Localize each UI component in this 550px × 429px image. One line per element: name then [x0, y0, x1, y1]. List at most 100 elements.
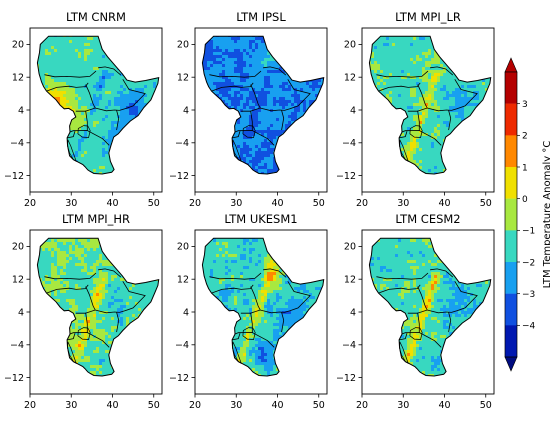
grid-cell [123, 43, 127, 47]
grid-cell [252, 118, 256, 122]
grid-cell [123, 136, 127, 140]
grid-cell [297, 142, 301, 146]
grid-cell [207, 58, 211, 62]
grid-cell [312, 178, 315, 181]
grid-cell [117, 172, 121, 175]
grid-cell [243, 46, 247, 50]
grid-cell [258, 178, 261, 181]
grid-cell [225, 37, 229, 41]
grid-cell [216, 109, 220, 113]
grid-cell [78, 97, 82, 101]
anomaly-field [37, 31, 159, 190]
grid-cell [243, 148, 247, 152]
grid-cell [294, 130, 298, 134]
grid-cell [309, 97, 313, 101]
grid-cell [243, 106, 247, 110]
grid-cell [252, 109, 256, 113]
grid-cell [309, 139, 313, 143]
grid-cell [231, 184, 234, 187]
grid-cell [312, 49, 316, 53]
grid-cell [309, 127, 313, 131]
grid-cell [42, 184, 45, 187]
grid-cell [202, 166, 205, 170]
grid-cell [297, 100, 301, 104]
grid-cell [84, 142, 88, 146]
grid-cell [282, 142, 286, 146]
grid-cell [318, 61, 322, 65]
grid-cell [225, 91, 229, 95]
grid-cell [96, 97, 100, 101]
grid-cell [37, 148, 40, 152]
grid-cell [123, 181, 126, 184]
grid-cell [362, 37, 365, 40]
grid-cell [306, 73, 310, 77]
grid-cell [270, 36, 274, 38]
grid-cell [150, 187, 153, 190]
grid-cell [279, 67, 283, 71]
grid-cell [297, 85, 301, 89]
grid-cell [312, 94, 316, 98]
grid-cell [147, 46, 151, 50]
grid-cell [39, 46, 43, 50]
grid-cell [210, 181, 213, 184]
grid-cell [75, 64, 79, 68]
grid-cell [201, 178, 204, 181]
grid-cell [156, 31, 159, 34]
grid-cell [258, 61, 262, 65]
grid-cell [126, 142, 130, 146]
grid-cell [222, 55, 226, 59]
grid-cell [252, 166, 256, 170]
grid-cell [225, 136, 229, 140]
grid-cell [321, 43, 324, 47]
grid-cell [267, 136, 271, 140]
grid-cell [252, 85, 256, 89]
grid-cell [37, 76, 40, 80]
grid-cell [264, 28, 267, 31]
grid-cell [228, 154, 232, 158]
grid-cell [117, 91, 121, 95]
grid-cell [228, 151, 232, 155]
grid-cell [297, 28, 300, 31]
grid-cell [135, 49, 139, 53]
grid-cell [126, 148, 130, 152]
grid-cell [246, 187, 249, 190]
grid-cell [117, 76, 121, 80]
grid-cell [202, 85, 205, 89]
grid-cell [78, 178, 81, 181]
grid-cell [123, 55, 127, 59]
grid-cell [267, 187, 270, 190]
grid-cell [156, 58, 159, 62]
grid-cell [117, 70, 121, 74]
grid-cell [306, 115, 310, 119]
grid-cell [207, 52, 211, 56]
grid-cell [273, 133, 277, 137]
grid-cell [156, 124, 159, 128]
grid-cell [237, 136, 241, 140]
grid-cell [261, 154, 265, 158]
grid-cell [114, 172, 118, 175]
grid-cell [219, 103, 223, 107]
grid-cell [37, 79, 40, 83]
grid-cell [54, 37, 58, 41]
grid-cell [261, 103, 265, 107]
grid-cell [117, 52, 121, 56]
grid-cell [57, 124, 61, 128]
grid-cell [117, 169, 121, 173]
grid-cell [54, 142, 58, 146]
grid-cell [45, 175, 48, 178]
grid-cell [255, 118, 259, 122]
grid-cell [99, 127, 103, 131]
grid-cell [285, 37, 289, 41]
grid-cell [285, 40, 289, 44]
grid-cell [54, 145, 58, 149]
grid-cell [246, 175, 249, 178]
grid-cell [204, 94, 208, 98]
grid-cell [291, 160, 295, 164]
grid-cell [51, 79, 55, 83]
grid-cell [51, 40, 55, 44]
grid-cell [54, 103, 58, 107]
grid-cell [138, 127, 142, 131]
grid-cell [126, 175, 129, 178]
grid-cell [279, 88, 283, 92]
grid-cell [96, 121, 100, 125]
